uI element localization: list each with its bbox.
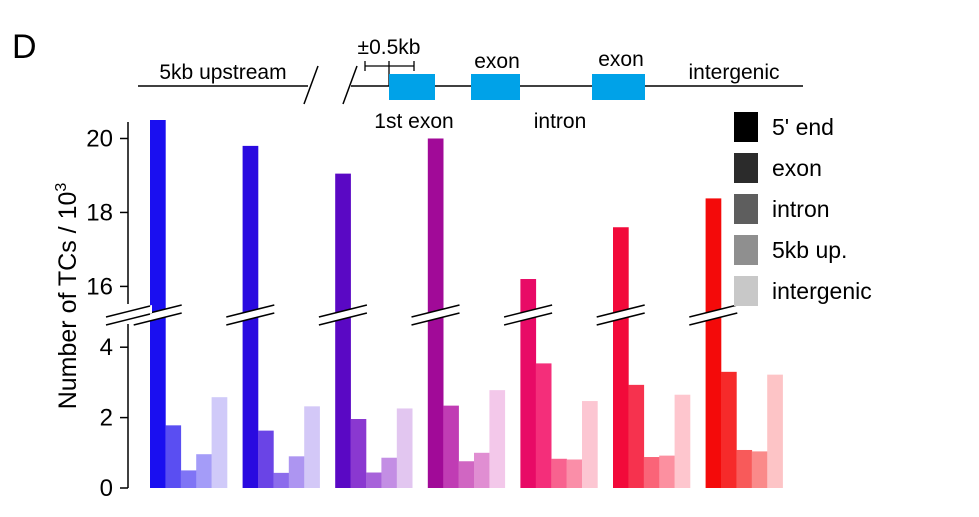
diagram-break-right <box>342 65 358 105</box>
bar <box>535 363 552 488</box>
legend: 5' end exon intron 5kb up. intergenic <box>734 112 872 306</box>
y-axis-label: Number of TCs / 103 <box>53 183 82 410</box>
legend-label: 5' end <box>772 114 834 140</box>
bar <box>674 394 691 488</box>
bar <box>751 451 768 488</box>
label-first-exon: 1st exon <box>374 110 453 133</box>
bar <box>180 470 197 488</box>
bar <box>659 455 675 488</box>
legend-item: intron <box>734 194 830 224</box>
y-tick-label: 2 <box>100 405 113 432</box>
bar-group <box>150 120 228 488</box>
bar <box>258 430 274 488</box>
bar-group <box>520 279 598 488</box>
axis-break-mark <box>318 304 368 326</box>
legend-label: intron <box>772 196 830 222</box>
bars <box>150 120 783 489</box>
legend-label: 5kb up. <box>772 237 847 263</box>
bar <box>767 374 783 488</box>
bar <box>150 120 166 488</box>
axis-break-mark <box>503 304 553 326</box>
legend-label: intergenic <box>772 278 872 304</box>
diagram-break-left <box>303 65 319 105</box>
y-tick-label: 18 <box>86 199 113 226</box>
axis-break-mark <box>689 304 738 326</box>
axis-break-mark-y <box>104 305 152 326</box>
label-intron: intron <box>534 110 587 133</box>
y-tick-label: 16 <box>86 273 113 300</box>
y-axis: 0 2 4 16 18 20 Number of TCs / 103 <box>53 122 129 502</box>
bar <box>643 457 660 488</box>
bar-group <box>613 227 691 488</box>
legend-swatch <box>734 112 758 142</box>
bar-group <box>705 198 783 488</box>
first-exon-box <box>389 74 435 100</box>
y-tick-label: 4 <box>100 334 113 361</box>
bar <box>551 458 567 488</box>
label-intergenic: intergenic <box>688 61 779 84</box>
label-tss-window: ±0.5kb <box>358 36 421 59</box>
legend-item: exon <box>734 153 822 183</box>
gene-diagram: 5kb upstream ±0.5kb exon exon intergenic… <box>138 36 803 133</box>
y-axis-label-superscript: 3 <box>53 183 70 192</box>
bar <box>705 198 722 488</box>
bar-group <box>335 173 413 489</box>
label-exon-b: exon <box>598 48 644 71</box>
y-tick-label: 20 <box>86 125 113 152</box>
bar <box>381 457 398 488</box>
legend-label: exon <box>772 155 822 181</box>
bar <box>335 173 351 489</box>
bar <box>196 454 212 488</box>
bar <box>582 401 598 488</box>
bar <box>350 419 367 488</box>
bar <box>566 459 583 488</box>
axis-break-mark <box>411 304 460 326</box>
exon-box-a <box>471 74 520 100</box>
legend-swatch <box>734 194 758 224</box>
bar <box>288 456 305 488</box>
bar <box>458 461 475 488</box>
bar <box>396 408 413 488</box>
panel-label: D <box>12 28 37 66</box>
label-upstream: 5kb upstream <box>159 61 286 84</box>
bar <box>211 397 228 488</box>
bar <box>736 449 753 488</box>
bar <box>443 405 459 488</box>
legend-item: intergenic <box>734 276 872 306</box>
bar <box>721 371 737 488</box>
axis-break-mark <box>226 304 275 326</box>
legend-swatch <box>734 153 758 183</box>
bar <box>366 472 382 488</box>
y-ticks: 0 2 4 16 18 20 <box>86 125 128 502</box>
bar <box>273 472 290 488</box>
legend-swatch <box>734 235 758 265</box>
axis-breaks <box>104 304 738 326</box>
legend-item: 5kb up. <box>734 235 847 265</box>
bar <box>520 279 537 488</box>
legend-swatch <box>734 276 758 306</box>
label-exon-a: exon <box>474 50 520 73</box>
exon-box-b <box>592 74 645 100</box>
bar <box>165 425 182 488</box>
bar <box>489 390 506 488</box>
bar <box>474 452 490 488</box>
legend-item: 5' end <box>734 112 834 142</box>
bar <box>613 227 629 488</box>
bar <box>304 406 320 488</box>
bar <box>628 384 645 488</box>
y-tick-label: 0 <box>100 475 113 502</box>
axis-break-mark <box>596 304 645 326</box>
